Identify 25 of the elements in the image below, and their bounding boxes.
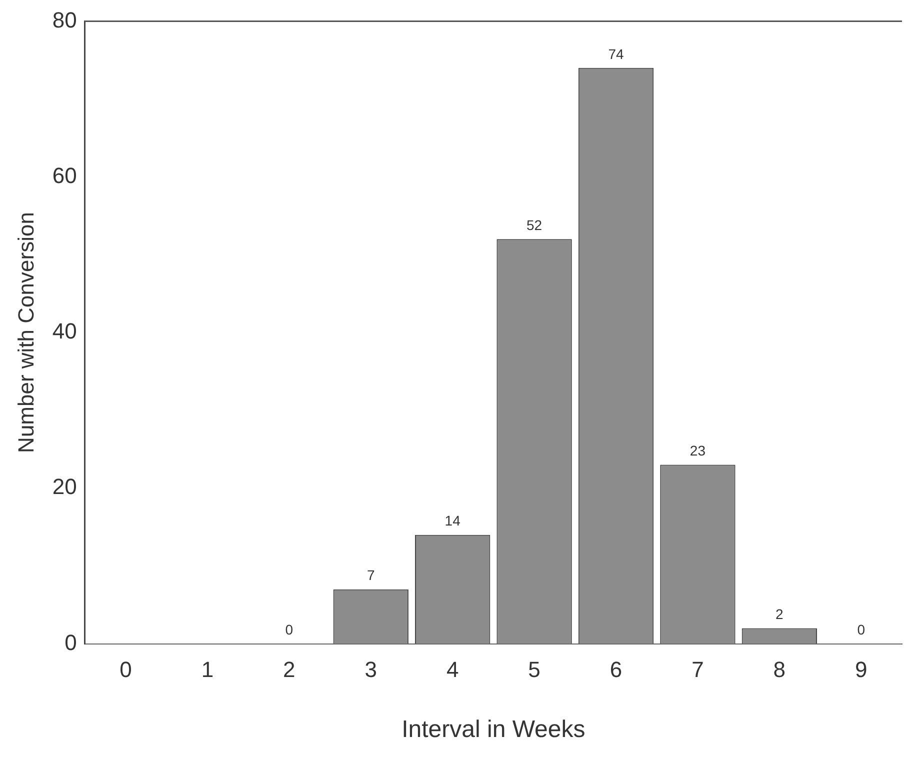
data-label: 0 bbox=[857, 622, 866, 638]
data-label: 14 bbox=[444, 512, 461, 529]
x-tick-label: 2 bbox=[283, 657, 296, 682]
y-tick-label: 40 bbox=[52, 318, 77, 344]
data-label: 23 bbox=[690, 442, 706, 459]
x-tick-label: 1 bbox=[201, 657, 214, 682]
x-tick-label: 3 bbox=[364, 657, 377, 682]
data-label: 74 bbox=[608, 46, 624, 62]
y-tick-label: 0 bbox=[64, 630, 77, 655]
data-label: 2 bbox=[776, 606, 784, 622]
data-label: 7 bbox=[366, 567, 375, 584]
x-tick-label: 8 bbox=[773, 657, 786, 682]
data-label: 0 bbox=[285, 622, 294, 638]
x-tick-label: 9 bbox=[855, 657, 868, 682]
data-label: 52 bbox=[526, 216, 542, 233]
x-tick-label: 4 bbox=[446, 657, 459, 682]
x-tick-label: 5 bbox=[528, 657, 540, 682]
x-axis-title: Interval in Weeks bbox=[402, 716, 586, 744]
y-tick-label: 60 bbox=[52, 162, 77, 188]
x-tick-label: 0 bbox=[120, 657, 132, 682]
x-tick-label: 6 bbox=[610, 657, 622, 682]
x-tick-label: 7 bbox=[692, 657, 704, 682]
y-tick-label: 80 bbox=[52, 7, 77, 32]
y-axis-title: Number with Conversion bbox=[13, 212, 38, 453]
y-tick-label: 20 bbox=[52, 474, 77, 500]
